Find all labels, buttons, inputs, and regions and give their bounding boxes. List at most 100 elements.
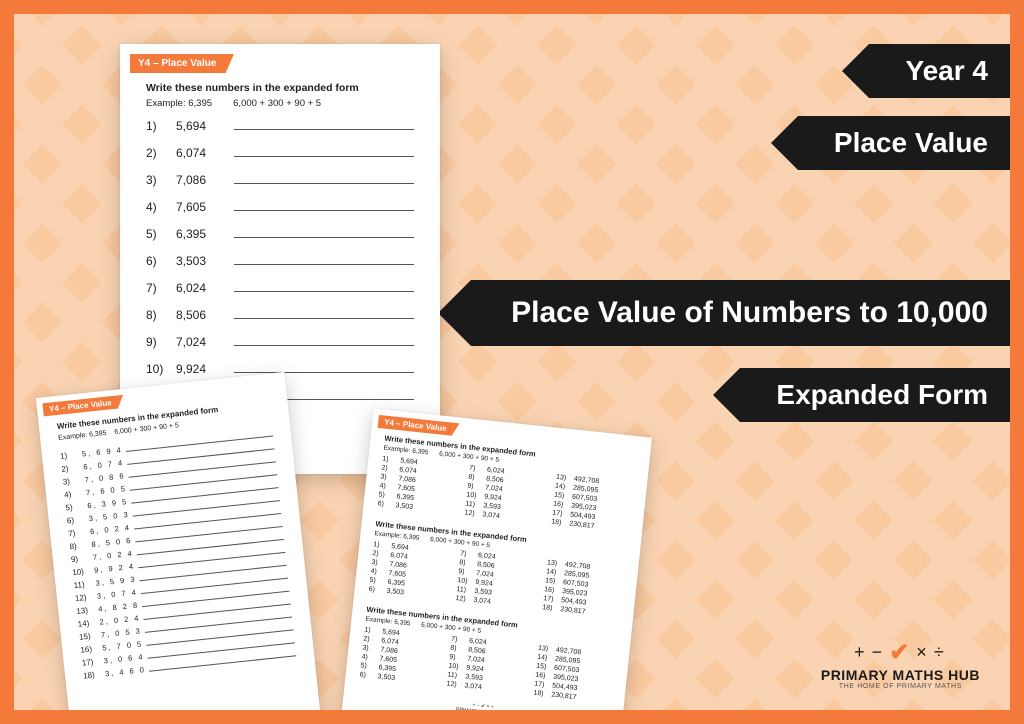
question-value: 504,493 [570, 512, 596, 522]
brand-logo: + − ✔ × ÷ PRIMARY MATHS HUB THE HOME OF … [821, 638, 980, 690]
question-value: 492,708 [565, 561, 591, 571]
question-value: 607,503 [554, 665, 580, 675]
question-row: 6)3,503 [146, 254, 414, 268]
worksheet-page-left: Y4 – Place Value Write these numbers in … [36, 372, 322, 724]
question-number: 5) [378, 491, 397, 500]
question-value: 6,395 [387, 579, 405, 588]
question-value: 3,503 [176, 254, 234, 268]
instruction-text: Write these numbers in the expanded form [146, 82, 414, 94]
question-value: 7,086 [398, 475, 416, 484]
question-value: 3, 0 6 4 [103, 652, 148, 666]
question-number: 2) [372, 550, 391, 559]
question-number: 15) [554, 492, 573, 501]
question-number: 3) [380, 473, 399, 482]
label-year-text: Year 4 [905, 55, 988, 87]
question-number: 5) [369, 577, 388, 586]
question-value: 7, 0 5 3 [101, 626, 146, 640]
question-value: 6,395 [176, 227, 234, 241]
answer-line [234, 255, 414, 265]
question-value: 395,023 [553, 674, 579, 684]
answer-line [234, 363, 414, 373]
question-value: 7,024 [176, 335, 234, 349]
question-number: 1) [373, 541, 392, 550]
question-number: 8) [146, 308, 176, 322]
minus-icon: − [872, 642, 886, 663]
label-subtitle-text: Expanded Form [776, 379, 988, 411]
worksheet-block: Write these numbers in the expanded form… [377, 434, 636, 536]
question-value: 7,086 [176, 173, 234, 187]
question-number: 6) [146, 254, 176, 268]
question-value: 3,593 [465, 673, 483, 682]
plus-icon: + [854, 642, 868, 663]
question-value: 6,024 [478, 552, 496, 561]
question-number: 16) [544, 586, 563, 595]
question-value: 5, 6 9 4 [82, 445, 127, 459]
question-number: 10) [72, 566, 95, 577]
question-number: 2) [381, 465, 400, 474]
question-value: 5,694 [382, 629, 400, 638]
question-value: 5,694 [176, 119, 234, 133]
question-value: 6,024 [176, 281, 234, 295]
question-number: 8) [468, 474, 487, 483]
brand-tagline: THE HOME OF PRIMARY MATHS [821, 683, 980, 690]
question-number: 9) [458, 568, 477, 577]
label-title-text: Place Value of Numbers to 10,000 [511, 296, 988, 330]
question-value: 3,503 [377, 673, 395, 682]
question-value: 6,024 [487, 467, 505, 476]
question-number: 7) [451, 636, 470, 645]
question-number: 9) [146, 335, 176, 349]
question-number: 17) [534, 681, 553, 690]
question-number: 12) [446, 681, 465, 690]
question-number: 18) [83, 669, 106, 680]
question-value: 3,074 [482, 511, 500, 520]
question-value: 230,817 [569, 520, 595, 530]
answer-line [234, 120, 414, 130]
question-number: 12) [75, 592, 98, 603]
answer-line [234, 282, 414, 292]
question-value: 8,506 [486, 476, 504, 485]
question-number: 8) [450, 645, 469, 654]
question-number: 8) [69, 540, 92, 551]
question-number: 6) [359, 671, 378, 680]
question-value: 607,503 [572, 494, 598, 504]
question-number: 18) [533, 690, 552, 699]
question-value: 492,708 [574, 476, 600, 486]
question-number: 17) [552, 510, 571, 519]
question-value: 7,024 [485, 484, 503, 493]
question-number: 15) [536, 663, 555, 672]
question-number: 14) [546, 568, 565, 577]
question-number: 11) [447, 672, 466, 681]
question-value: 6,074 [176, 146, 234, 160]
question-row: 2)6,074 [146, 146, 414, 160]
question-number: 7) [146, 281, 176, 295]
question-value: 7,086 [380, 646, 398, 655]
question-number: 7) [460, 550, 479, 559]
question-number: 13) [547, 559, 566, 568]
question-value: 9,924 [475, 579, 493, 588]
question-value: 285,095 [564, 570, 590, 580]
question-value: 6,395 [396, 493, 414, 502]
question-value: 6, 0 7 4 [83, 458, 128, 472]
question-value: 395,023 [571, 503, 597, 513]
question-value: 504,493 [561, 597, 587, 607]
question-number: 4) [146, 200, 176, 214]
question-value: 3, 5 9 3 [95, 574, 140, 588]
question-number: 4) [361, 653, 380, 662]
question-value: 8,506 [176, 308, 234, 322]
worksheet-header: Y4 – Place Value [130, 54, 226, 73]
question-number: 1) [382, 456, 401, 465]
question-number: 13) [538, 645, 557, 654]
divide-icon: ÷ [934, 642, 947, 663]
question-value: 8,506 [468, 647, 486, 656]
answer-line [234, 147, 414, 157]
answer-line [234, 201, 414, 211]
worksheet-block: Write these numbers in the expanded form… [359, 605, 618, 707]
answer-line [234, 228, 414, 238]
question-number: 9) [70, 553, 93, 564]
question-value: 6,024 [469, 638, 487, 647]
question-value: 7,024 [476, 570, 494, 579]
question-value: 7,605 [176, 200, 234, 214]
worksheet-header: Y4 – Place Value [42, 396, 118, 417]
question-value: 7,605 [397, 484, 415, 493]
question-number: 3) [371, 559, 390, 568]
